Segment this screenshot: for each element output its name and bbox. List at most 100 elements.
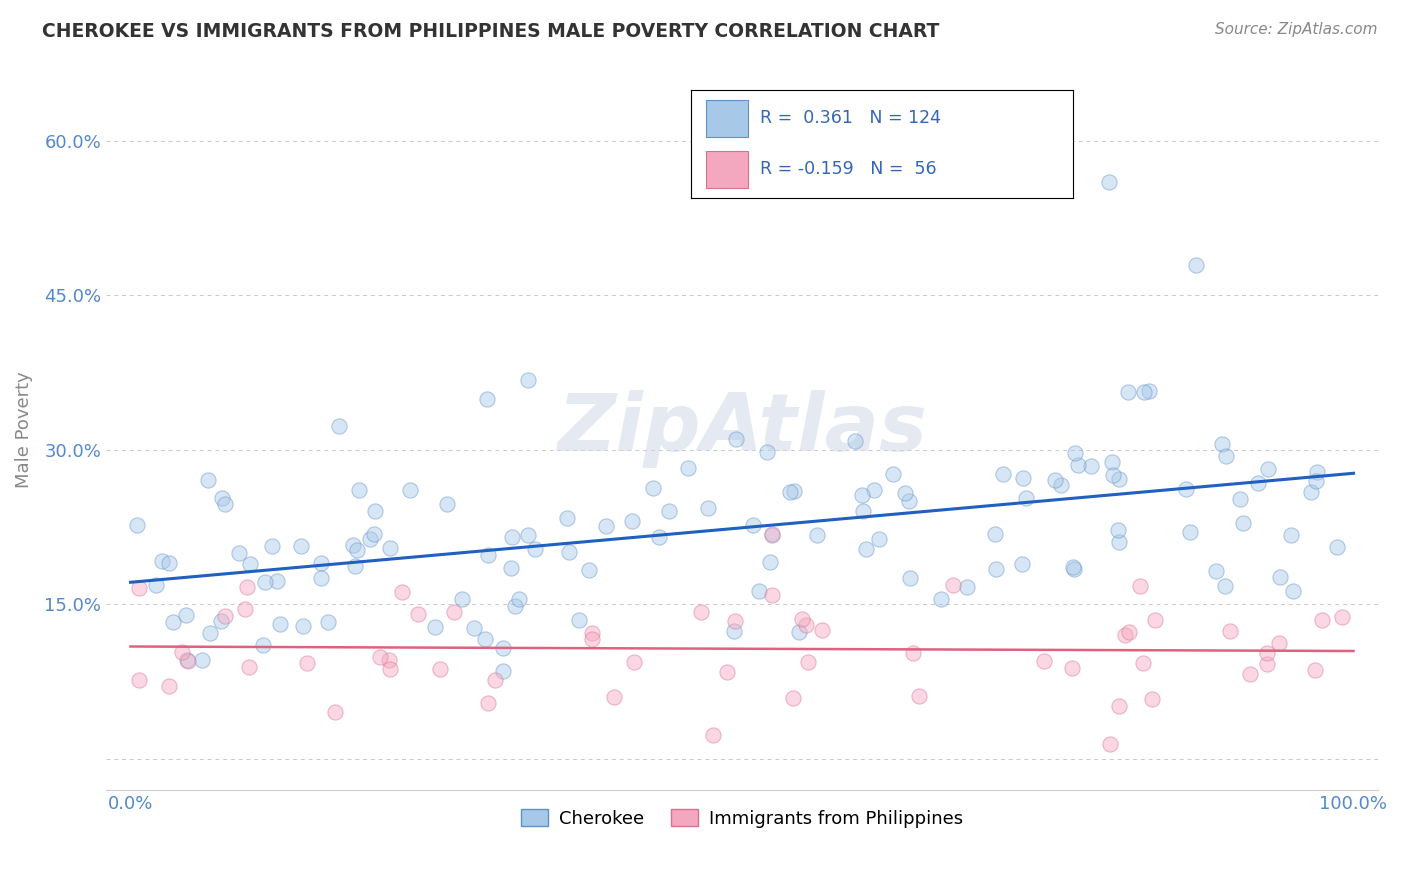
Point xyxy=(364,504,387,518)
Point xyxy=(792,612,814,626)
Point xyxy=(1310,613,1333,627)
Point xyxy=(1108,698,1130,713)
Point xyxy=(1247,475,1270,490)
Point xyxy=(127,517,149,532)
Point xyxy=(986,562,1008,576)
Point xyxy=(991,467,1014,481)
Point xyxy=(761,588,783,602)
Point xyxy=(1107,524,1129,538)
Point xyxy=(380,541,402,556)
Point xyxy=(1137,384,1160,398)
Point xyxy=(897,493,920,508)
Point xyxy=(214,608,236,623)
Point xyxy=(1116,384,1139,399)
Point xyxy=(697,500,720,515)
Point xyxy=(1143,613,1166,627)
Point xyxy=(1101,455,1123,469)
Point xyxy=(1257,461,1279,475)
Point xyxy=(1256,657,1278,672)
Point xyxy=(761,528,783,542)
Point xyxy=(228,546,250,560)
Point xyxy=(176,653,198,667)
Point xyxy=(558,545,581,559)
Point xyxy=(311,571,333,585)
Point xyxy=(1050,478,1073,492)
Point xyxy=(724,614,747,628)
Point xyxy=(702,728,724,742)
Point xyxy=(956,580,979,594)
Point xyxy=(406,607,429,621)
Point xyxy=(578,563,600,577)
Point xyxy=(378,663,401,677)
Point xyxy=(1268,570,1291,584)
Point xyxy=(517,528,540,542)
Point xyxy=(239,557,262,571)
Point xyxy=(1080,458,1102,473)
Text: Source: ZipAtlas.com: Source: ZipAtlas.com xyxy=(1215,22,1378,37)
Point xyxy=(811,623,834,637)
Point xyxy=(581,625,603,640)
Point xyxy=(266,574,288,588)
Point xyxy=(794,618,817,632)
Point xyxy=(391,585,413,599)
Point xyxy=(145,578,167,592)
Point xyxy=(725,432,748,446)
Point xyxy=(603,690,626,705)
Point xyxy=(436,498,458,512)
Point xyxy=(1062,559,1084,574)
Point xyxy=(1032,654,1054,668)
Point xyxy=(492,641,515,656)
Point xyxy=(806,528,828,542)
Point xyxy=(555,510,578,524)
Point xyxy=(568,613,591,627)
Point xyxy=(378,653,401,667)
Point xyxy=(429,662,451,676)
Point xyxy=(779,484,801,499)
Point xyxy=(1301,484,1323,499)
Point xyxy=(1268,635,1291,649)
Point xyxy=(347,483,370,498)
Point xyxy=(581,632,603,646)
Point xyxy=(157,556,180,570)
Point xyxy=(1185,258,1208,272)
Point xyxy=(325,705,347,719)
Point xyxy=(477,696,499,710)
Point xyxy=(1232,516,1254,530)
Point xyxy=(1331,610,1354,624)
Point xyxy=(214,497,236,511)
Point xyxy=(1011,558,1033,572)
Point xyxy=(1326,541,1348,555)
Point xyxy=(797,655,820,669)
Point xyxy=(723,624,745,638)
Point xyxy=(1205,564,1227,578)
Point xyxy=(852,504,875,518)
Point xyxy=(1108,472,1130,486)
Point xyxy=(197,474,219,488)
Point xyxy=(1114,628,1136,642)
Point xyxy=(621,514,644,528)
Point xyxy=(787,625,810,640)
Point xyxy=(233,602,256,616)
Point xyxy=(1229,491,1251,506)
Point xyxy=(499,560,522,574)
Point xyxy=(363,527,385,541)
Point xyxy=(942,578,965,592)
Point xyxy=(170,645,193,659)
Point xyxy=(128,582,150,596)
Point xyxy=(1213,579,1236,593)
Point xyxy=(761,527,783,541)
Point xyxy=(741,518,763,533)
Point xyxy=(524,541,547,556)
Point xyxy=(782,690,804,705)
Point xyxy=(903,646,925,660)
Point xyxy=(346,542,368,557)
Point xyxy=(368,649,391,664)
Point xyxy=(1305,475,1327,489)
Point xyxy=(474,632,496,646)
Point xyxy=(463,621,485,635)
Point xyxy=(658,504,681,518)
Point xyxy=(269,616,291,631)
Point xyxy=(291,619,314,633)
Point xyxy=(262,539,284,553)
Point xyxy=(484,673,506,687)
